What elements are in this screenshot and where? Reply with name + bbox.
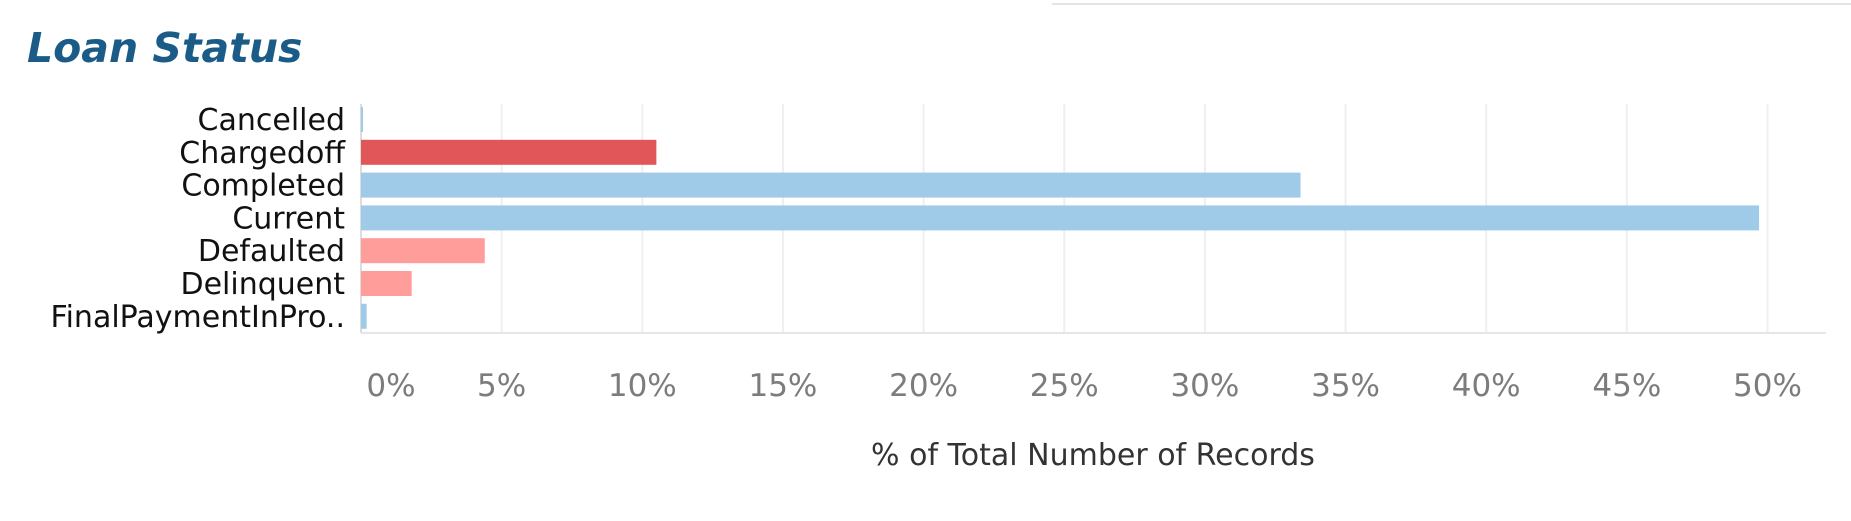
category-label: Delinquent <box>180 267 345 302</box>
bar <box>361 139 657 165</box>
bar <box>361 303 367 329</box>
category-label: Current <box>232 201 345 236</box>
x-tick-label: 35% <box>1311 368 1380 404</box>
x-tick-label: 40% <box>1452 368 1521 404</box>
category-label: Chargedoff <box>179 136 346 171</box>
category-label: Cancelled <box>198 103 345 138</box>
x-tick-label: 50% <box>1733 368 1802 404</box>
top-border-line <box>1052 0 1851 5</box>
x-tick-label: 25% <box>1030 368 1099 404</box>
bar <box>361 172 1301 198</box>
x-tick-label: 20% <box>889 368 958 404</box>
x-tick-label: 15% <box>748 368 817 404</box>
category-label: Completed <box>181 169 345 204</box>
chart-title: Loan Status <box>27 24 303 72</box>
bar <box>361 205 1760 231</box>
x-tick-label: 10% <box>608 368 677 404</box>
bar <box>361 107 363 132</box>
x-tick-label: 5% <box>477 368 526 404</box>
x-tick-label: 0% <box>366 368 415 404</box>
category-label: FinalPaymentInPro.. <box>51 300 345 335</box>
bar <box>361 238 485 264</box>
x-tick-label: 30% <box>1170 368 1239 404</box>
x-tick-label: 45% <box>1592 368 1661 404</box>
bar <box>361 271 412 296</box>
category-label: Defaulted <box>198 234 345 269</box>
x-axis-title: % of Total Number of Records <box>871 438 1315 473</box>
